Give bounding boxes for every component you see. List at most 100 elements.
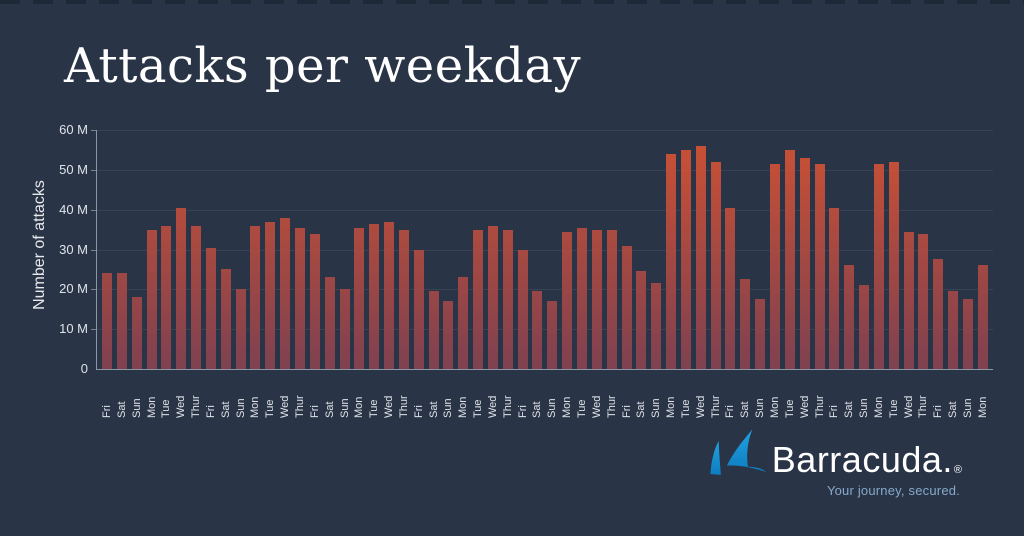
x-tick-label: Mon <box>561 374 574 418</box>
top-dash-strip <box>0 0 1024 4</box>
x-tick-label: Sat <box>116 374 128 418</box>
x-tick-label: Mon <box>457 374 470 418</box>
bar-fri-15 <box>309 233 320 369</box>
x-tick-label-text: Wed <box>383 395 396 418</box>
x-tick-label: Fri <box>517 374 529 418</box>
bar-tue-54 <box>888 161 899 369</box>
x-tick-label: Wed <box>175 374 187 418</box>
bar-wed-20 <box>384 221 395 369</box>
x-tick-label: Tue <box>160 374 173 418</box>
gridline-60 <box>97 130 993 131</box>
x-tick-label-text: Sun <box>234 398 247 418</box>
x-tick-label-text: Mon <box>976 396 989 418</box>
x-tick-label-text: Mon <box>353 396 366 418</box>
x-tick-label-text: Sat <box>843 401 856 418</box>
bar-wed-55 <box>903 231 914 369</box>
x-tick-label-text: Fri <box>932 405 945 418</box>
bar-thur-35 <box>606 229 617 369</box>
bar-wed-48 <box>799 157 810 369</box>
x-tick-label-text: Fri <box>620 405 633 418</box>
x-tick-label: Mon <box>665 374 677 418</box>
bar-sat-2 <box>116 273 127 369</box>
registered-mark: ® <box>953 464 962 476</box>
x-tick-label: Tue <box>783 374 796 418</box>
bar-tue-47 <box>784 149 795 369</box>
x-tick-label: Fri <box>724 374 736 418</box>
x-tick-label-text: Sun <box>546 398 559 418</box>
bar-tue-12 <box>265 221 276 369</box>
y-tick-mark <box>91 329 96 331</box>
x-tick-label: Sun <box>961 374 974 418</box>
x-tick-label-text: Wed <box>694 395 707 418</box>
x-tick-label-text: Thur <box>501 395 514 418</box>
x-tick-label-text: Tue <box>160 399 173 418</box>
x-tick-label: Tue <box>679 374 692 418</box>
bar-tue-33 <box>577 227 587 369</box>
x-tick-label: Thur <box>814 374 826 418</box>
x-tick-label-text: Thur <box>917 395 930 418</box>
y-tick-label: 10 M <box>59 321 88 337</box>
bar-series <box>102 130 988 369</box>
y-axis-title: Number of attacks <box>31 180 48 310</box>
x-tick-label: Fri <box>932 374 945 418</box>
x-tick-label-text: Tue <box>264 399 277 418</box>
bar-mon-46 <box>769 163 780 369</box>
x-tick-label-text: Thur <box>293 395 306 418</box>
x-tick-label: Sun <box>546 374 559 418</box>
x-tick-label-text: Wed <box>590 395 603 418</box>
y-tick-label: 60 M <box>59 122 88 137</box>
bar-thur-14 <box>294 227 305 369</box>
x-tick-label-text: Sat <box>427 401 440 418</box>
x-tick-label-text: Sun <box>961 398 974 418</box>
barracuda-fin-icon <box>710 429 766 475</box>
x-tick-label-text: Wed <box>486 395 499 418</box>
bar-fri-50 <box>829 207 840 369</box>
y-tick-mark <box>91 130 96 131</box>
bar-tue-40 <box>680 149 691 369</box>
bar-mon-53 <box>873 163 884 369</box>
bar-sat-37 <box>636 271 647 369</box>
y-tick-label: 0 <box>80 361 88 376</box>
x-tick-label-text: Mon <box>561 396 574 418</box>
x-tick-label: Mon <box>872 374 885 418</box>
x-tick-label: Thur <box>190 374 202 418</box>
bar-sat-44 <box>740 279 751 369</box>
x-tick-label-text: Tue <box>576 399 588 418</box>
x-tick-label: Fri <box>828 374 840 418</box>
x-tick-label-text: Fri <box>101 405 113 418</box>
bar-tue-5 <box>161 225 172 369</box>
x-tick-label-text: Sat <box>947 401 960 418</box>
x-tick-label: Tue <box>576 374 588 418</box>
x-tick-label-text: Wed <box>902 395 915 418</box>
x-tick-label: Sun <box>234 374 247 418</box>
x-tick-label-text: Mon <box>872 396 885 418</box>
x-tick-label: Wed <box>590 374 603 418</box>
bar-sun-52 <box>859 285 870 369</box>
x-tick-label: Fri <box>309 374 321 418</box>
bar-thur-7 <box>191 225 202 369</box>
bar-thur-21 <box>398 229 409 369</box>
x-tick-label-text: Fri <box>204 405 217 418</box>
x-tick-label-text: Tue <box>472 399 485 418</box>
x-tick-label: Sun <box>442 374 454 418</box>
x-tick-label: Mon <box>249 374 261 418</box>
x-tick-label: Sat <box>947 374 960 418</box>
x-tick-label-text: Mon <box>457 396 470 418</box>
x-tick-label-text: Sun <box>130 398 143 418</box>
bar-sat-23 <box>428 291 439 369</box>
x-tick-label-text: Sat <box>531 401 544 418</box>
x-tick-label-text: Tue <box>783 399 796 418</box>
x-tick-label-text: Tue <box>679 399 692 418</box>
bar-mon-25 <box>458 277 469 369</box>
x-tick-label-text: Thur <box>605 395 618 418</box>
y-tick-label: 40 M <box>59 201 88 217</box>
bar-sat-58 <box>948 291 959 369</box>
bar-sun-38 <box>651 283 662 369</box>
bar-sat-16 <box>324 277 335 369</box>
x-tick-label: Wed <box>694 374 707 418</box>
bar-mon-11 <box>250 225 261 369</box>
bar-mon-18 <box>354 227 365 369</box>
x-tick-label: Sun <box>339 374 351 418</box>
